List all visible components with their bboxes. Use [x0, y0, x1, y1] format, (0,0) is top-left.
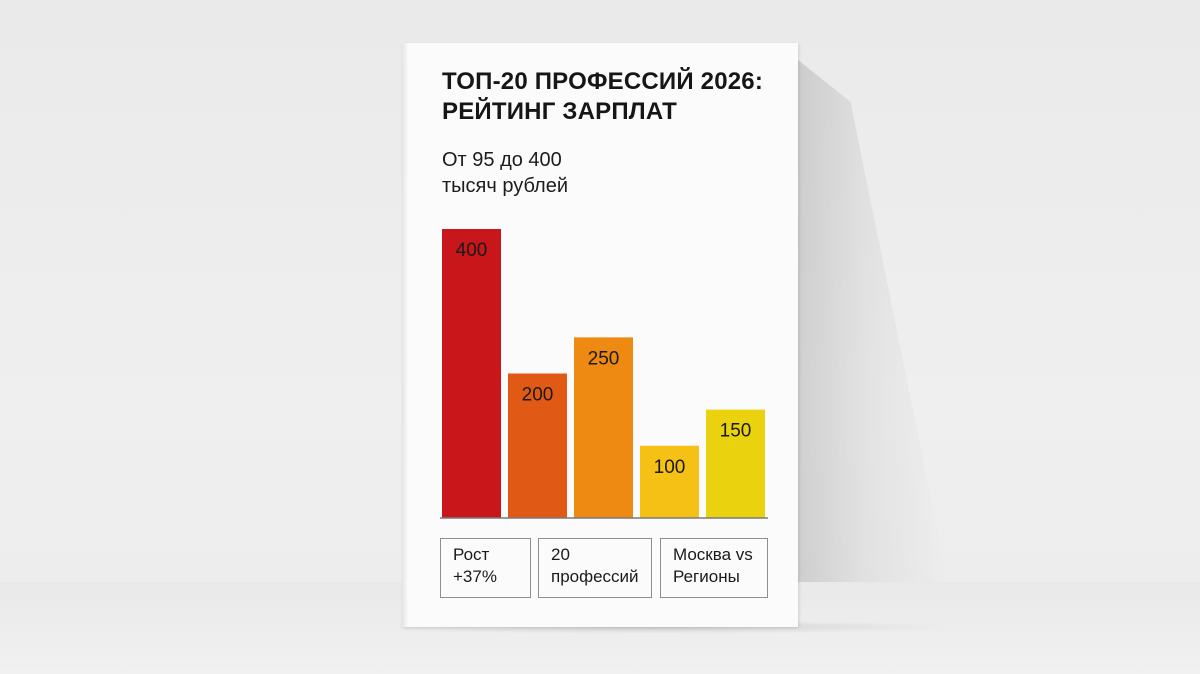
book-shadow — [798, 60, 948, 582]
stat-growth-line-1: Рост — [453, 545, 490, 564]
bar-1 — [442, 229, 501, 518]
bar-value-label-5: 150 — [720, 421, 752, 442]
stat-box-professions: 20 профессий — [538, 538, 652, 598]
bar-value-label-4: 100 — [654, 457, 686, 478]
stat-professions-line-1: 20 — [551, 545, 570, 564]
cover-subtitle-line-1: От 95 до 400 — [442, 149, 562, 171]
bar-value-label-1: 400 — [456, 240, 488, 261]
stat-moscow-line-1: Москва vs — [673, 545, 753, 564]
cover-title: ТОП-20 ПРОФЕССИЙ 2026: РЕЙТИНГ ЗАРПЛАТ — [442, 67, 782, 127]
book-spine — [402, 43, 408, 627]
chart-bars: 400 200 250 100 150 — [442, 229, 765, 518]
bar-3 — [574, 337, 633, 518]
bar-value-label-3: 250 — [588, 348, 620, 369]
cover-title-line-2: РЕЙТИНГ ЗАРПЛАТ — [442, 98, 678, 125]
cover-subtitle: От 95 до 400 тысяч рублей — [442, 147, 742, 199]
stat-professions-line-2: профессий — [551, 567, 639, 586]
stat-box-moscow-vs-regions: Москва vs Регионы — [660, 538, 768, 598]
bar-5 — [706, 409, 765, 518]
cover-subtitle-line-2: тысяч рублей — [442, 175, 568, 197]
bar-4 — [640, 445, 699, 518]
bar-value-label-2: 200 — [522, 385, 554, 406]
stat-box-growth: Рост +37% — [440, 538, 531, 598]
stat-growth-line-2: +37% — [453, 567, 497, 586]
bar-2 — [508, 373, 567, 518]
book-cover: ТОП-20 ПРОФЕССИЙ 2026: РЕЙТИНГ ЗАРПЛАТ О… — [402, 43, 798, 627]
cover-title-line-1: ТОП-20 ПРОФЕССИЙ 2026: — [442, 68, 764, 95]
stat-moscow-line-2: Регионы — [673, 567, 740, 586]
bar-chart: 400 200 250 100 150 — [440, 229, 768, 519]
